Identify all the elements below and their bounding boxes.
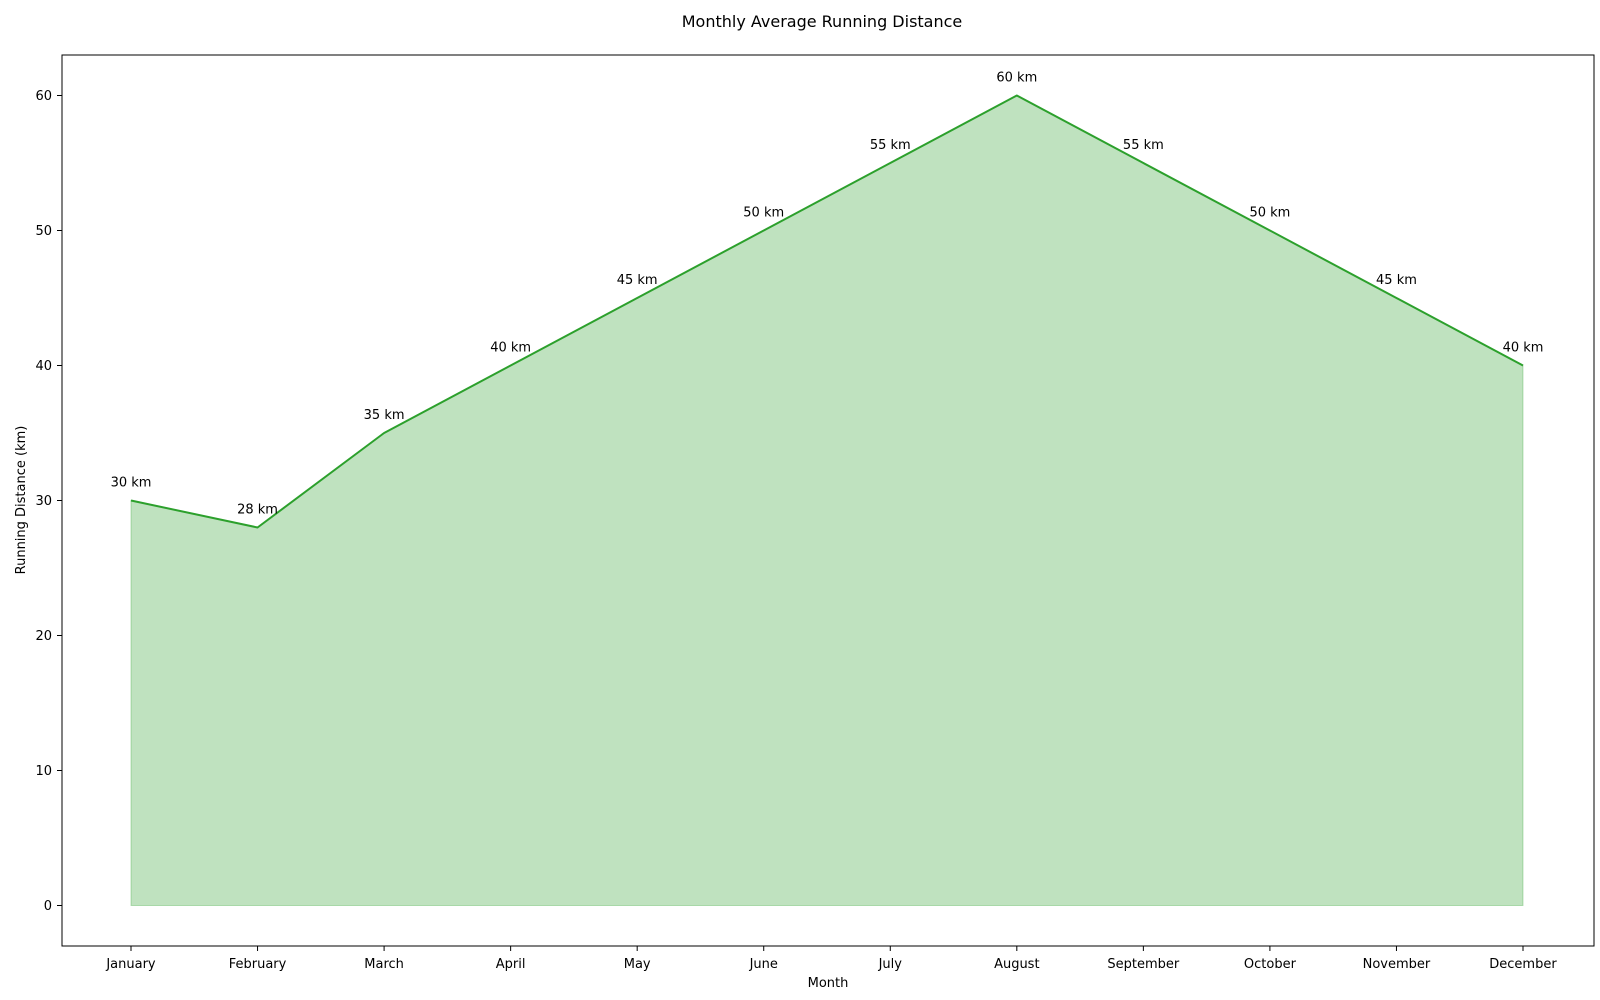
y-axis: 0 10 20 30 40 50 60 [35,89,62,914]
area-fill [130,94,1524,906]
data-label: 28 km [237,503,278,518]
data-label: 55 km [870,138,911,153]
data-label: 40 km [490,341,531,356]
data-label: 40 km [1503,341,1544,356]
data-label: 50 km [743,206,784,221]
x-tick-label: March [364,957,404,972]
data-labels: 30 km 28 km 35 km 40 km 45 km 50 km 55 km 60 km… [111,71,1544,518]
x-tick-label: February [229,957,287,972]
data-label: 45 km [617,273,658,288]
y-axis-label: Running Distance (km) [14,426,29,575]
x-tick-label: January [105,957,156,972]
x-tick-label: May [624,957,651,972]
data-label: 50 km [1249,206,1290,221]
data-label: 45 km [1376,273,1417,288]
x-tick-label: August [994,957,1040,972]
chart-title: Monthly Average Running Distance [682,12,963,31]
data-label: 30 km [111,476,152,491]
y-tick-label: 60 [35,89,52,104]
x-tick-label: November [1363,957,1431,972]
y-tick-label: 40 [35,359,52,374]
y-tick-label: 0 [44,899,52,914]
y-tick-label: 10 [35,764,52,779]
x-tick-label: September [1107,957,1180,972]
y-tick-label: 30 [35,494,52,509]
data-label: 55 km [1123,138,1164,153]
data-label: 60 km [996,71,1037,86]
data-label: 35 km [364,408,405,423]
x-tick-label: October [1244,957,1297,972]
x-tick-label: June [749,957,778,972]
x-tick-label: April [496,957,526,972]
series-line [130,94,1524,529]
y-tick-label: 20 [35,629,52,644]
x-axis: January February March April May June July Augu… [105,946,1557,972]
plot-area [130,94,1524,906]
x-tick-label: December [1489,957,1557,972]
x-tick-label: July [878,957,903,972]
y-tick-label: 50 [35,224,52,239]
x-axis-label: Month [808,976,849,991]
